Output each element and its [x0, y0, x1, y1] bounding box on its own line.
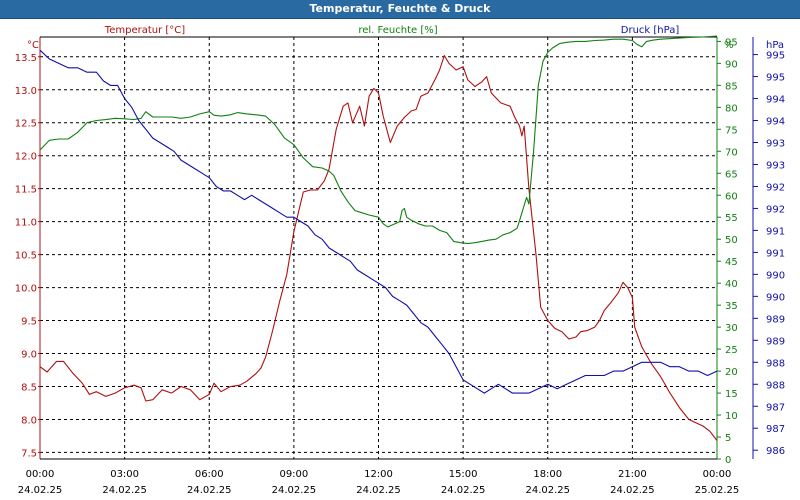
series-label-pressure: Druck [hPa]: [621, 25, 680, 36]
y-humidity-tick-label: 40: [725, 279, 738, 290]
y-pressure-tick-label: 991: [766, 226, 785, 237]
y-humidity-tick-label: 50: [725, 235, 738, 246]
y-left-unit-label: °C: [27, 40, 39, 51]
y-humidity-tick-label: 25: [725, 345, 738, 356]
y-pressure-tick-label: 992: [766, 204, 785, 215]
y-humidity-tick-label: 10: [725, 411, 738, 422]
y-left-tick-label: 8.0: [21, 415, 37, 426]
x-tick-date: 24.02.25: [187, 485, 232, 496]
y-pressure-tick-label: 995: [766, 51, 785, 62]
y-pressure-tick-label: 987: [766, 424, 785, 435]
x-tick-time: 09:00: [279, 469, 308, 480]
x-tick-date: 24.02.25: [356, 485, 401, 496]
y-pressure-tick-label: 990: [766, 270, 785, 281]
y-humidity-tick-label: 55: [725, 213, 738, 224]
series-line-pressure: [39, 49, 718, 394]
y-humidity-tick-label: 90: [725, 59, 738, 70]
plot-lines: [39, 35, 718, 441]
y-pressure-tick-label: 991: [766, 248, 785, 259]
y-left-tick-label: 13.0: [15, 86, 37, 97]
x-tick-date: 24.02.25: [610, 485, 655, 496]
y-left-tick-label: 12.5: [15, 119, 37, 130]
y-pressure-tick-label: 993: [766, 160, 785, 171]
y-humidity-unit-label: %: [724, 40, 734, 51]
y-pressure-tick-label: 992: [766, 182, 785, 193]
y-pressure-tick-label: 988: [766, 380, 785, 391]
chart-title: Temperatur, Feuchte & Druck: [309, 2, 491, 15]
y-left-tick-label: 11.5: [15, 185, 37, 196]
y-humidity-tick-label: 35: [725, 301, 738, 312]
y-pressure-tick-label: 989: [766, 314, 785, 325]
y-left-tick-label: 8.5: [21, 382, 37, 393]
y-humidity-tick-label: 15: [725, 389, 738, 400]
y-humidity-tick-label: 45: [725, 257, 738, 268]
series-line-temperature: [39, 54, 718, 441]
y-left-tick-label: 12.0: [15, 152, 37, 163]
y-humidity-tick-label: 70: [725, 147, 738, 158]
y-pressure-tick-label: 994: [766, 117, 785, 128]
y-pressure-tick-label: 990: [766, 292, 785, 303]
y-pressure-tick-label: 993: [766, 139, 785, 150]
y-humidity-tick-label: 85: [725, 81, 738, 92]
x-tick-time: 00:00: [703, 469, 732, 480]
series-label-humidity: rel. Feuchte [%]: [358, 25, 437, 36]
x-tick-time: 12:00: [364, 469, 393, 480]
x-tick-time: 18:00: [533, 469, 562, 480]
axes: [38, 36, 758, 460]
x-tick-time: 21:00: [618, 469, 647, 480]
x-tick-time: 06:00: [195, 469, 224, 480]
series-label-temperature: Temperatur [°C]: [104, 25, 185, 36]
y-humidity-tick-label: 65: [725, 169, 738, 180]
grid-lines: [40, 37, 717, 459]
y-pressure-tick-label: 989: [766, 336, 785, 347]
chart-title-bar: Temperatur, Feuchte & Druck: [0, 0, 800, 19]
y-pressure-unit-label: hPa: [766, 40, 784, 51]
x-tick-date: 24.02.25: [441, 485, 486, 496]
y-left-tick-label: 11.0: [15, 218, 37, 229]
y-humidity-tick-label: 75: [725, 125, 738, 136]
y-pressure-tick-label: 987: [766, 402, 785, 413]
y-humidity-tick-label: 95: [725, 37, 738, 48]
y-left-tick-label: 9.0: [21, 350, 37, 361]
y-humidity-tick-label: 30: [725, 323, 738, 334]
x-tick-time: 00:00: [26, 469, 55, 480]
x-tick-date: 25.02.25: [695, 485, 740, 496]
y-left-tick-label: 10.0: [15, 284, 37, 295]
y-left-tick-label: 13.5: [15, 53, 37, 64]
y-left-tick-label: 9.5: [21, 317, 37, 328]
x-tick-date: 24.02.25: [272, 485, 317, 496]
y-pressure-tick-label: 995: [766, 73, 785, 84]
y-pressure-tick-label: 988: [766, 358, 785, 369]
y-humidity-tick-label: 60: [725, 191, 738, 202]
y-humidity-tick-label: 0: [725, 455, 731, 466]
series-line-humidity: [39, 35, 718, 245]
x-tick-date: 24.02.25: [525, 485, 570, 496]
x-tick-time: 15:00: [449, 469, 478, 480]
axis-labels: 00:00 24.02.25 03:00 24.02.25 06:00 24.02.25 0…: [15, 25, 785, 496]
y-humidity-tick-label: 20: [725, 367, 738, 378]
y-pressure-tick-label: 986: [766, 446, 785, 457]
x-tick-date: 24.02.25: [102, 485, 147, 496]
y-left-tick-label: 7.5: [21, 448, 37, 459]
y-humidity-tick-label: 5: [725, 433, 731, 444]
x-tick-date: 24.02.25: [18, 485, 63, 496]
y-pressure-tick-label: 994: [766, 95, 785, 106]
y-humidity-tick-label: 80: [725, 103, 738, 114]
y-left-tick-label: 10.5: [15, 251, 37, 262]
x-tick-time: 03:00: [110, 469, 139, 480]
